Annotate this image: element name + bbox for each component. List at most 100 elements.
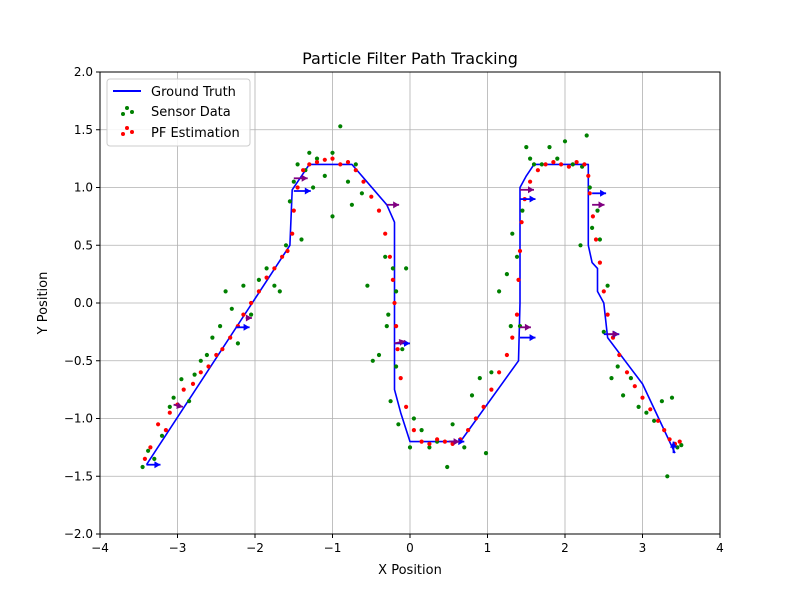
- sensor-point: [384, 324, 389, 329]
- pf-point: [411, 428, 416, 433]
- pf-point: [142, 456, 147, 461]
- sensor-point: [621, 393, 626, 398]
- y-tick-label: −1.0: [64, 412, 93, 426]
- pf-point: [256, 289, 261, 294]
- y-tick-label: −2.0: [64, 527, 93, 541]
- pf-point: [314, 160, 320, 165]
- sensor-point: [462, 445, 467, 450]
- pf-point: [404, 404, 409, 409]
- y-tick-label: −1.5: [64, 469, 93, 483]
- pf-point: [677, 439, 682, 444]
- sensor-point: [628, 376, 634, 381]
- x-tick-label: 0: [406, 541, 414, 555]
- x-tick-label: 4: [716, 541, 724, 555]
- sensor-point: [659, 399, 665, 404]
- heading-arrow: [520, 195, 536, 203]
- pf-point: [551, 160, 556, 165]
- sensor-point: [445, 464, 450, 470]
- sensor-point: [192, 372, 197, 377]
- sensor-point: [411, 416, 416, 421]
- heading-arrow: [592, 201, 605, 209]
- pf-point: [574, 160, 579, 165]
- pf-point: [148, 445, 153, 450]
- heading-arrow: [670, 441, 677, 454]
- sensor-point: [605, 283, 610, 288]
- sensor-point: [504, 272, 509, 277]
- pf-point: [586, 173, 591, 178]
- sensor-point: [249, 312, 254, 317]
- plot-series: [140, 124, 684, 479]
- pf-point: [435, 437, 440, 442]
- sensor-point: [514, 254, 520, 259]
- heading-arrow: [293, 174, 308, 182]
- pf-point: [517, 248, 523, 254]
- pf-point: [290, 231, 295, 236]
- pf-point: [655, 418, 661, 423]
- legend: Ground Truth Sensor Data PF Estimation: [106, 78, 251, 147]
- sensor-point: [669, 395, 675, 400]
- sensor-point: [179, 377, 184, 382]
- pf-point: [163, 428, 168, 433]
- sensor-point: [353, 162, 358, 167]
- sensor-point: [547, 145, 552, 150]
- x-tick-label: 3: [639, 541, 647, 555]
- heading-arrow: [394, 338, 406, 346]
- sensor-point: [520, 208, 525, 213]
- pf-point: [392, 300, 397, 306]
- sensor-point: [330, 214, 335, 219]
- legend-frame: [106, 78, 251, 147]
- pf-point: [198, 370, 203, 375]
- sensor-point: [322, 173, 327, 178]
- pf-point: [361, 179, 366, 184]
- sensor-point: [287, 199, 292, 204]
- sensor-point: [450, 422, 455, 427]
- pf-point: [181, 387, 186, 392]
- heading-arrow: [386, 201, 400, 209]
- pf-point: [667, 437, 672, 442]
- sensor-point: [229, 306, 234, 311]
- sensor-point: [562, 139, 568, 144]
- sensor-point: [407, 445, 413, 450]
- pf-point: [307, 162, 312, 167]
- pf-point: [559, 162, 564, 167]
- x-tick-label: −1: [324, 541, 342, 555]
- pf-point: [510, 335, 515, 340]
- sensor-point: [539, 162, 544, 167]
- legend-sensor-label: Sensor Data: [151, 105, 231, 120]
- ground-truth-series: [145, 163, 676, 466]
- pf-point: [605, 312, 610, 317]
- legend-pf-label: PF Estimation: [151, 126, 240, 141]
- heading-arrow: [293, 187, 311, 195]
- legend-ground-truth-label: Ground Truth: [151, 85, 236, 100]
- sensor-point: [419, 428, 424, 433]
- sensor-point: [590, 225, 595, 230]
- sensor-point: [531, 162, 537, 167]
- sensor-point: [510, 231, 515, 236]
- pf-point: [662, 428, 667, 433]
- pf-point: [504, 352, 509, 358]
- sensor-point: [218, 324, 223, 329]
- sensor-point: [652, 418, 657, 423]
- pf-point: [295, 185, 300, 190]
- sensor-point: [256, 277, 261, 282]
- sensor-point: [665, 474, 670, 479]
- pf-point: [427, 441, 432, 446]
- y-tick-label: 0.5: [74, 238, 93, 252]
- sensor-point: [167, 404, 172, 409]
- pf-point: [272, 266, 277, 271]
- pf-point: [330, 156, 335, 161]
- sensor-point: [152, 456, 157, 461]
- pf-point: [497, 370, 502, 375]
- sensor-point: [307, 150, 312, 155]
- pf-point: [338, 162, 343, 167]
- sensor-point: [555, 156, 560, 161]
- sensor-point: [597, 237, 603, 242]
- heading-arrow: [146, 461, 161, 469]
- pf-point: [597, 260, 603, 265]
- pf-point: [390, 277, 395, 282]
- sensor-point: [349, 202, 354, 207]
- pf-point: [528, 179, 533, 184]
- pf-point: [624, 370, 630, 375]
- sensor-point: [400, 347, 405, 352]
- y-tick-label: 1.0: [74, 181, 93, 195]
